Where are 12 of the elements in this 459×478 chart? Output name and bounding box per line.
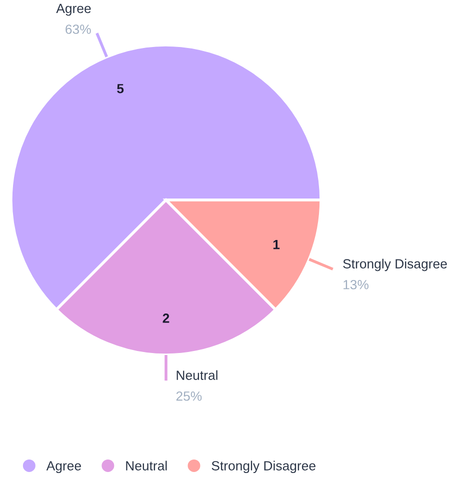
data-label: 2 (162, 314, 170, 323)
text: 63% (66, 24, 91, 34)
legend-label: Neutral (126, 460, 167, 470)
legend-label: Strongly Disagree (212, 460, 316, 474)
data-label: 5 (117, 84, 124, 94)
slice-label: Neutral (176, 370, 218, 380)
slice-label: Agree (56, 4, 91, 16)
text: 25% (176, 391, 202, 401)
data-label: 1 (273, 240, 280, 250)
text: 13% (344, 280, 368, 290)
legend-label: Agree (46, 461, 81, 474)
slice-label: Strongly Disagree (343, 258, 447, 272)
